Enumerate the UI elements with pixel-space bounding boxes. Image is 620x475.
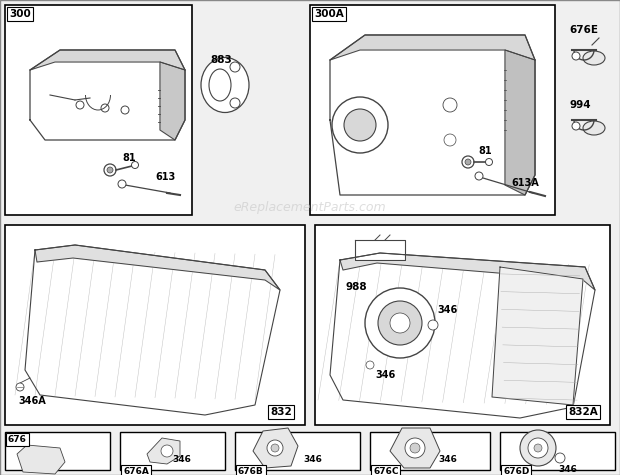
Circle shape bbox=[462, 156, 474, 168]
Circle shape bbox=[572, 122, 580, 130]
Circle shape bbox=[390, 313, 410, 333]
Text: 613: 613 bbox=[155, 172, 175, 182]
Text: 988: 988 bbox=[345, 282, 366, 292]
Circle shape bbox=[444, 134, 456, 146]
Text: 346: 346 bbox=[304, 456, 322, 465]
Bar bbox=[5, 432, 110, 470]
Polygon shape bbox=[390, 428, 440, 468]
Text: 346: 346 bbox=[172, 456, 192, 465]
Circle shape bbox=[230, 98, 240, 108]
Circle shape bbox=[534, 444, 542, 452]
Text: 346: 346 bbox=[438, 456, 458, 465]
Text: 300A: 300A bbox=[314, 9, 343, 19]
Text: 300: 300 bbox=[9, 9, 31, 19]
Text: 346: 346 bbox=[375, 370, 396, 380]
Circle shape bbox=[378, 301, 422, 345]
Circle shape bbox=[230, 62, 240, 72]
Polygon shape bbox=[35, 245, 280, 290]
Bar bbox=[500, 432, 615, 470]
Text: 676C: 676C bbox=[373, 467, 399, 475]
Text: 676B: 676B bbox=[238, 467, 264, 475]
Bar bbox=[310, 5, 555, 215]
Bar bbox=[235, 432, 360, 470]
Bar bbox=[120, 432, 225, 470]
Polygon shape bbox=[330, 35, 535, 195]
Polygon shape bbox=[160, 62, 185, 140]
Circle shape bbox=[405, 438, 425, 458]
Circle shape bbox=[475, 172, 483, 180]
Circle shape bbox=[428, 320, 438, 330]
Bar bbox=[5, 5, 192, 215]
Circle shape bbox=[104, 164, 116, 176]
Circle shape bbox=[118, 180, 126, 188]
Polygon shape bbox=[505, 50, 535, 195]
Circle shape bbox=[365, 288, 435, 358]
Text: 676: 676 bbox=[8, 435, 27, 444]
Text: 346A: 346A bbox=[18, 396, 46, 406]
Circle shape bbox=[572, 52, 580, 60]
Circle shape bbox=[555, 453, 565, 463]
Polygon shape bbox=[25, 245, 280, 415]
Text: 346: 346 bbox=[559, 466, 577, 475]
Circle shape bbox=[366, 361, 374, 369]
Polygon shape bbox=[253, 428, 298, 468]
Circle shape bbox=[271, 444, 279, 452]
Text: 676D: 676D bbox=[503, 467, 529, 475]
Circle shape bbox=[528, 438, 548, 458]
Circle shape bbox=[76, 101, 84, 109]
Polygon shape bbox=[30, 50, 185, 140]
Circle shape bbox=[520, 430, 556, 466]
Bar bbox=[5, 225, 305, 425]
Circle shape bbox=[410, 443, 420, 453]
Circle shape bbox=[485, 159, 492, 165]
Ellipse shape bbox=[583, 121, 605, 135]
Circle shape bbox=[131, 162, 138, 169]
Ellipse shape bbox=[209, 69, 231, 101]
Bar bbox=[315, 225, 610, 425]
Circle shape bbox=[443, 98, 457, 112]
Circle shape bbox=[465, 159, 471, 165]
Polygon shape bbox=[340, 253, 595, 290]
Bar bbox=[370, 432, 490, 470]
Text: 676A: 676A bbox=[123, 467, 149, 475]
Polygon shape bbox=[30, 50, 185, 70]
Circle shape bbox=[16, 383, 24, 391]
Ellipse shape bbox=[583, 51, 605, 65]
Polygon shape bbox=[17, 445, 65, 474]
Text: 81: 81 bbox=[122, 153, 136, 163]
Polygon shape bbox=[492, 267, 583, 405]
Circle shape bbox=[344, 109, 376, 141]
Text: 994: 994 bbox=[569, 100, 591, 110]
Circle shape bbox=[161, 445, 173, 457]
Circle shape bbox=[107, 167, 113, 173]
Circle shape bbox=[101, 104, 109, 112]
Polygon shape bbox=[330, 253, 595, 418]
Circle shape bbox=[121, 106, 129, 114]
Text: eReplacementParts.com: eReplacementParts.com bbox=[234, 201, 386, 214]
Polygon shape bbox=[147, 438, 180, 464]
Polygon shape bbox=[330, 35, 535, 60]
Ellipse shape bbox=[201, 57, 249, 113]
Text: 832: 832 bbox=[270, 407, 292, 417]
Circle shape bbox=[267, 440, 283, 456]
Text: 883: 883 bbox=[210, 55, 232, 65]
Text: 832A: 832A bbox=[568, 407, 598, 417]
Text: 613A: 613A bbox=[511, 178, 539, 188]
Text: 676E: 676E bbox=[569, 25, 598, 35]
Polygon shape bbox=[355, 240, 405, 260]
Text: 81: 81 bbox=[478, 146, 492, 156]
Text: 346: 346 bbox=[437, 305, 458, 315]
Circle shape bbox=[332, 97, 388, 153]
